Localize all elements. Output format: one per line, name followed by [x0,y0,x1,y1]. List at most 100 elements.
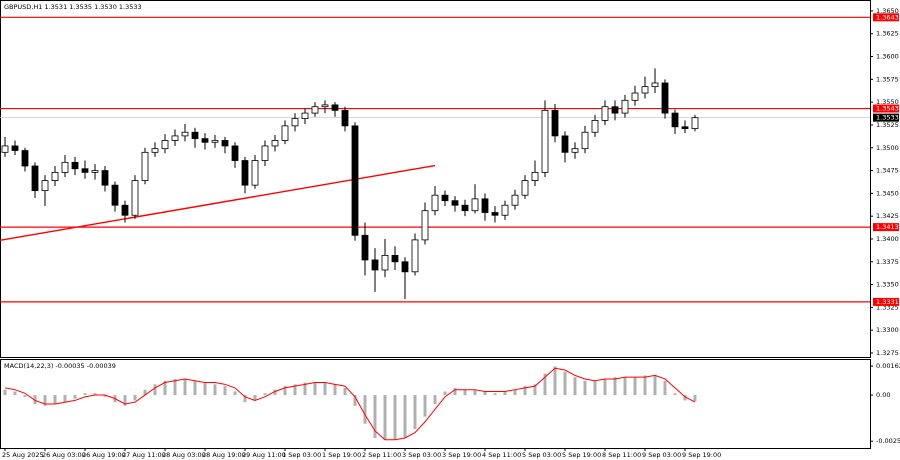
candle-body [21,150,29,167]
candle-body [211,140,219,143]
candle-body [1,145,9,153]
candle-body [171,135,179,141]
macd-bar [623,377,627,396]
x-tick-label: 26 Aug 03:00 [42,451,86,459]
candle-body [471,198,479,212]
candle-body [181,131,189,137]
candle-body [441,194,449,202]
macd-bar [353,395,357,406]
macd-bar [253,395,257,401]
y-tick-label: 1.3375 [876,258,899,266]
candle-body [351,125,359,236]
candle-body [611,106,619,114]
candle-body [601,106,609,121]
y-tick-label: 1.3500 [876,144,899,152]
y-tick-label: 1.3525 [876,121,899,129]
candle-body [401,261,409,273]
candle-body [11,145,19,151]
macd-bar [73,395,77,399]
candle-body [331,104,339,111]
macd-bar [153,384,157,396]
macd-bar [23,395,27,397]
level-label-box [873,104,899,113]
candle-body [141,151,149,181]
macd-title: MACD(14,22,3) -0.00035 -0.00039 [4,362,116,370]
candle-body [81,168,89,173]
candle-body [681,126,689,130]
x-tick-label: 1 Sep 03:00 [282,451,321,459]
x-tick-label: 8 Sep 11:00 [602,451,641,459]
macd-bar [483,391,487,396]
candle-body [651,82,659,88]
level-label-box [873,13,899,22]
x-tick-label: 5 Sep 19:00 [562,451,601,459]
macd-bar [123,395,127,406]
level-label: 1.3543 [876,105,899,113]
chart-title: GBPUSD,H1 1.3531 1.3535 1.3530 1.3533 [4,3,142,11]
candle-body [361,234,369,261]
candle-body [501,204,509,216]
current-price-label: 1.3533 [876,114,899,122]
y-tick-label: 1.3350 [876,281,899,289]
macd-bar [653,375,657,396]
macd-bar [233,391,237,396]
candle-body [161,140,169,150]
macd-bar [403,395,407,438]
candle-body [301,112,309,119]
x-tick-label: 28 Aug 03:00 [162,451,206,459]
macd-bar [193,380,197,396]
macd-bar [603,378,607,396]
macd-bar [273,389,277,396]
y-tick-label: 1.3325 [876,303,899,311]
y-tick-label: 1.3300 [876,326,899,334]
y-tick-label: 1.3475 [876,167,899,175]
candle-body [591,119,599,133]
macd-bar [673,393,677,396]
macd-bar [543,373,547,396]
candle-body [131,180,139,216]
macd-bar [363,395,367,424]
current-price-box [873,113,899,122]
price-pane [0,0,871,358]
candle-body [281,125,289,141]
macd-bar [243,395,247,403]
macd-bar [43,395,47,406]
candle-body [561,135,569,153]
candle-body [421,210,429,241]
x-tick-label: 9 Sep 19:00 [682,451,721,459]
macd-bar [573,377,577,396]
macd-bar [583,380,587,396]
candle-body [511,194,519,206]
candle-body [431,194,439,212]
x-tick-label: 2 Sep 11:00 [362,451,401,459]
candle-body [481,198,489,213]
macd-bar [463,389,467,396]
candle-body [621,99,629,114]
macd-bar [343,387,347,396]
macd-bar [453,387,457,396]
trendline [0,164,436,242]
macd-bar [423,395,427,417]
candle-body [541,109,549,173]
candle-body [61,161,69,173]
macd-bar [183,378,187,396]
macd-bar [283,386,287,396]
candle-body [191,131,199,140]
macd-bar [393,395,397,440]
candle-body [451,200,459,206]
candle-body [691,117,699,130]
candle-body [671,112,679,128]
macd-bar [263,393,267,396]
candle-body [151,148,159,153]
candle-body [41,180,49,192]
candle-body [91,170,99,173]
macd-bar [53,395,57,404]
candle-body [571,148,579,153]
macd-bar [223,386,227,396]
y-tick-label: 1.3575 [876,75,899,83]
x-tick-label: 25 Aug 2025 [2,451,44,459]
x-tick-label: 9 Sep 03:00 [642,451,681,459]
macd-bar [63,395,67,403]
candle-body [461,204,469,212]
candle-body [641,86,649,94]
